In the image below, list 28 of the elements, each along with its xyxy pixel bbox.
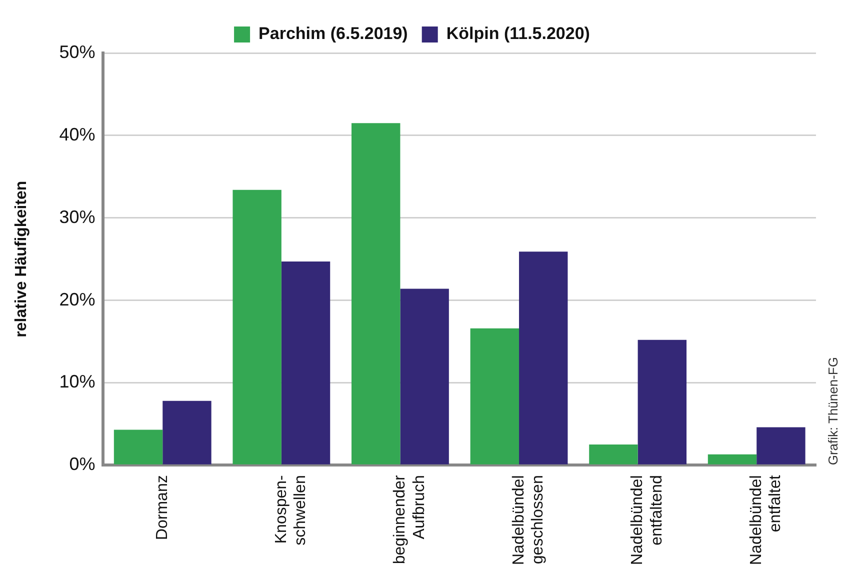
- bar: [638, 340, 687, 464]
- y-tick-label: 0%: [69, 454, 96, 474]
- legend-label: Kölpin (11.5.2020): [446, 24, 590, 44]
- bar: [589, 444, 638, 464]
- bar: [519, 252, 568, 464]
- bar: [232, 190, 282, 464]
- bar: [352, 123, 400, 464]
- x-tick-label: Nadelbündel entfaltet: [748, 474, 784, 566]
- bar: [756, 427, 806, 464]
- text: Grafik: Thünen-FG: [826, 357, 841, 466]
- bar: [114, 430, 163, 464]
- bar: [400, 288, 449, 464]
- y-axis-title: relative Häufigkeiten: [13, 180, 30, 338]
- x-tick-label: Dormanz: [154, 475, 172, 540]
- bar: [708, 454, 757, 464]
- bar: [470, 328, 520, 464]
- bar: [281, 262, 330, 464]
- y-tick-label: 30%: [59, 206, 96, 227]
- x-tick-label: Knospen- schwellen: [272, 475, 310, 546]
- y-tick-label: 10%: [59, 372, 96, 392]
- bar: [162, 400, 212, 464]
- y-tick-label: 20%: [59, 289, 96, 310]
- y-tick-label: 50%: [59, 42, 96, 62]
- x-tick-label: Nadelbündel entfaltend: [629, 475, 666, 566]
- y-tick-label: 40%: [59, 124, 96, 144]
- x-tick-label: beginnender Aufbruch: [392, 474, 428, 564]
- legend-label: Parchim (6.5.2019): [258, 24, 408, 44]
- x-tick-label: Nadelbündel geschlossen: [510, 475, 547, 566]
